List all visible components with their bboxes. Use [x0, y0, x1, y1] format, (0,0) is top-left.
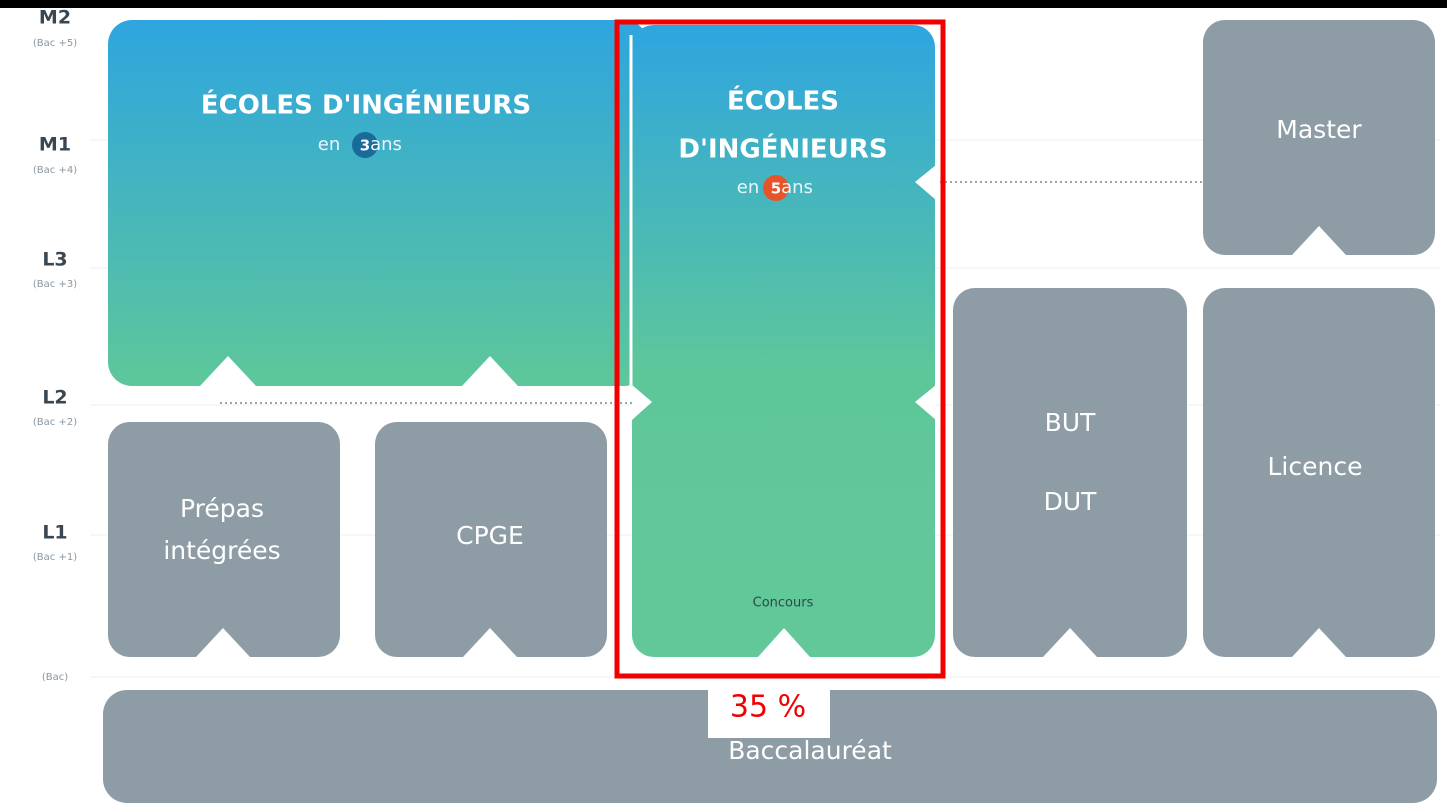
level-sub: (Bac +4) [33, 165, 77, 176]
master-box [1203, 20, 1435, 255]
level-sub: (Bac +2) [33, 417, 77, 428]
level-label: L3 [42, 249, 67, 271]
box-label: intégrées [163, 536, 280, 565]
box-title: D'INGÉNIEURS [678, 133, 887, 165]
badge [352, 132, 378, 158]
box-label: DUT [1044, 487, 1098, 516]
box-suffix: ans [781, 177, 813, 198]
bac-box [103, 690, 1437, 803]
notch [1292, 628, 1346, 657]
box-label: Prépas [180, 494, 264, 523]
box-title: ÉCOLES [727, 85, 839, 117]
level-label: L1 [42, 522, 67, 544]
box-label: Master [1276, 115, 1362, 144]
badge-years: 5 [771, 180, 781, 198]
box-note: Concours [753, 596, 814, 611]
badge [763, 175, 789, 201]
level-label: M2 [39, 7, 71, 29]
arrow-notch [915, 385, 936, 420]
box-label: Baccalauréat [728, 736, 892, 765]
box-label: CPGE [456, 521, 524, 550]
highlight-label: 35 % [730, 690, 806, 725]
box-label: Licence [1268, 452, 1363, 481]
level-sub: (Bac +3) [33, 279, 77, 290]
highlight-label-bg [708, 683, 830, 738]
arrow-notch [915, 165, 936, 200]
level-sub: (Bac +1) [33, 552, 77, 563]
level-sub: (Bac) [42, 672, 68, 683]
badge-years: 3 [360, 137, 370, 155]
but-box [953, 288, 1187, 657]
notch [200, 356, 256, 386]
cpge-box [375, 422, 607, 657]
notch [462, 356, 518, 386]
notch [1043, 628, 1097, 657]
ecoles-3-box [108, 20, 648, 386]
level-sub: (Bac +5) [33, 38, 77, 49]
notch [1292, 226, 1346, 255]
notch [463, 628, 517, 657]
notch [758, 628, 810, 657]
notch [196, 628, 250, 657]
box-label: BUT [1045, 408, 1096, 437]
level-label: L2 [42, 387, 67, 409]
level-label: M1 [39, 134, 71, 156]
box-suffix: ans [370, 134, 402, 155]
prepas-box [108, 422, 340, 657]
licence-box [1203, 288, 1435, 657]
arrow-notch [632, 385, 652, 420]
box-prefix: en [737, 177, 759, 198]
top-bar [0, 0, 1447, 8]
highlight-frame [614, 19, 946, 679]
box-title: ÉCOLES D'INGÉNIEURS [201, 89, 531, 121]
ecoles-5-box [632, 25, 935, 657]
box-prefix: en [318, 134, 340, 155]
